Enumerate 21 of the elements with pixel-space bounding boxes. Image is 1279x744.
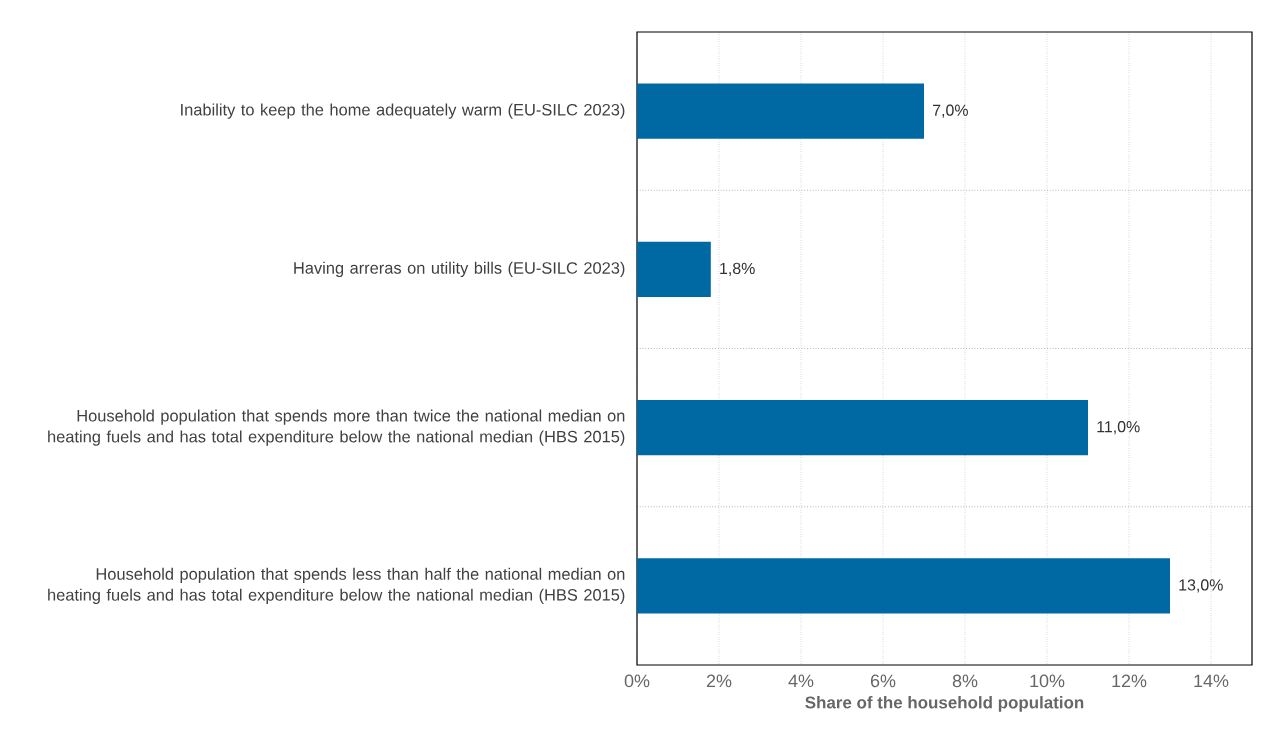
data-label: 7,0% bbox=[933, 104, 968, 118]
data-label: 11,0% bbox=[1097, 421, 1140, 435]
bar bbox=[637, 83, 924, 139]
bar bbox=[637, 399, 1088, 456]
x-tick-label: 2% bbox=[706, 674, 732, 688]
x-tick-label: 4% bbox=[788, 674, 814, 688]
x-tick-label: 6% bbox=[870, 674, 896, 688]
bar bbox=[637, 241, 711, 298]
x-tick-label: 14% bbox=[1194, 674, 1229, 688]
data-label: 1,8% bbox=[720, 262, 755, 276]
bar bbox=[637, 558, 1171, 614]
x-axis-title: Share of the household population bbox=[805, 696, 1084, 712]
y-tick-label: Inability to keep the home adequately warm (EU-SILC 2023) bbox=[181, 103, 625, 119]
y-tick-label: Household population that spends more than twice the national median on heating fuels and has total expenditure below the national median (HBS 2015) bbox=[48, 409, 625, 446]
x-tick-label: 0% bbox=[624, 674, 650, 688]
y-tick-label: Household population that spends less than half the national median on heating fuels and has total expenditure below the national median (HBS 2015) bbox=[48, 567, 625, 604]
x-tick-label: 10% bbox=[1030, 674, 1065, 688]
y-tick-label: Having arreras on utility bills (EU-SILC 2023) bbox=[294, 261, 625, 278]
x-tick-label: 8% bbox=[952, 674, 978, 688]
data-label: 13,0% bbox=[1179, 579, 1223, 593]
x-tick-label: 12% bbox=[1112, 674, 1147, 688]
